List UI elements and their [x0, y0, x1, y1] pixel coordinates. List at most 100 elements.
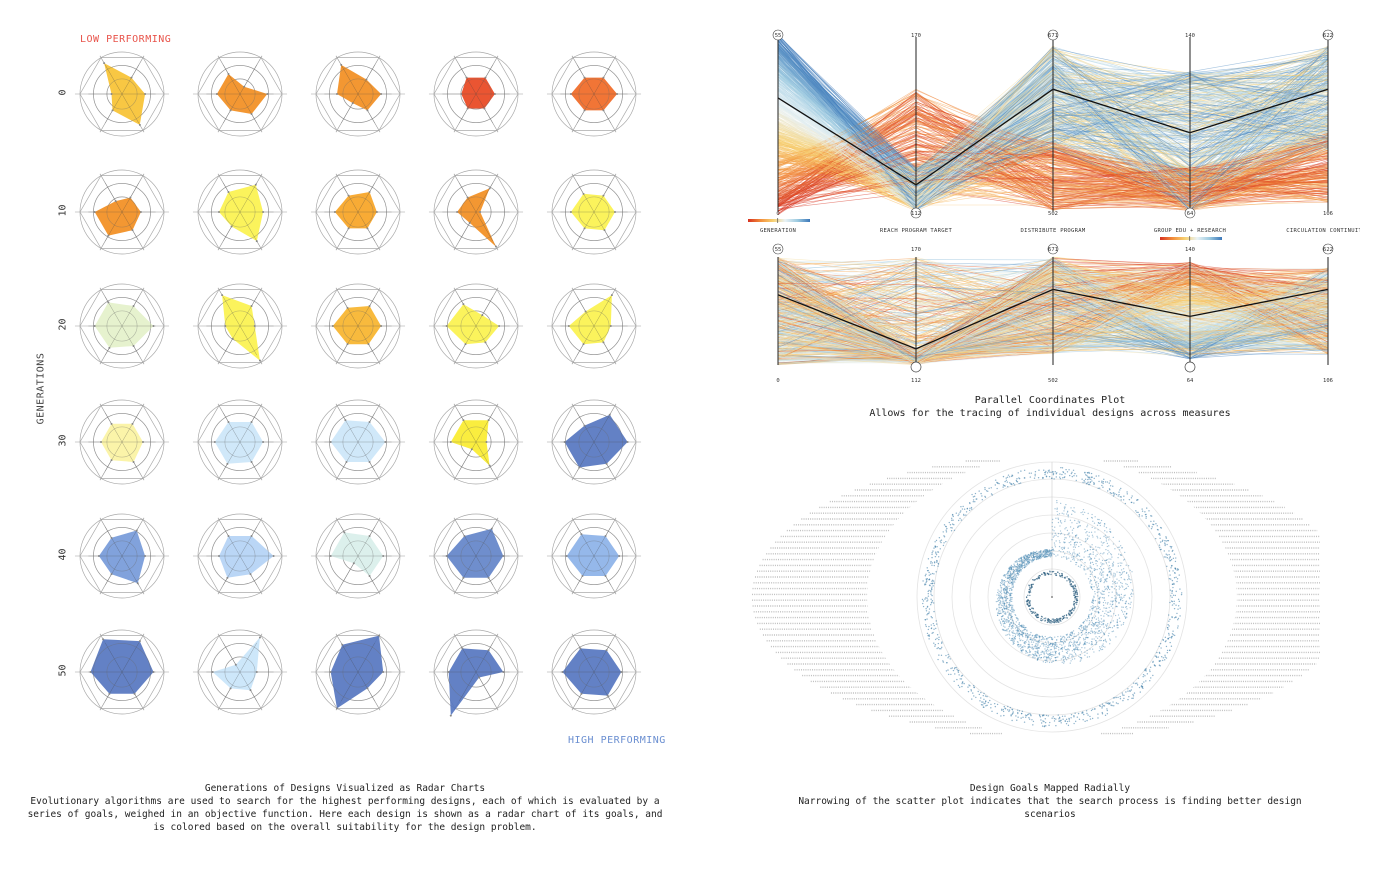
radial-point — [930, 591, 932, 593]
radial-point — [1121, 547, 1123, 549]
radial-point — [1101, 571, 1104, 573]
radial-point — [1062, 641, 1065, 644]
radial-point — [1049, 659, 1051, 661]
radial-point — [1166, 649, 1169, 652]
radial-point — [1051, 539, 1053, 541]
radial-point — [1068, 551, 1070, 553]
radial-point — [1109, 485, 1112, 487]
radial-point — [1123, 621, 1125, 624]
radial-point — [1029, 558, 1031, 560]
radial-point — [933, 624, 935, 627]
radar-axis-overlay — [104, 526, 140, 586]
radial-point — [1002, 621, 1004, 623]
radial-point — [930, 616, 932, 618]
radial-point — [1057, 518, 1060, 520]
radar-ring-overlay — [224, 78, 256, 110]
radar-vertex — [336, 93, 338, 95]
radial-point — [1163, 556, 1165, 558]
radial-point — [1145, 680, 1147, 682]
radial-point — [1091, 621, 1094, 624]
radar-ring-overlay — [447, 183, 505, 241]
radial-point — [1014, 633, 1017, 635]
radial-point — [1076, 541, 1078, 544]
radar-vertex — [93, 325, 96, 327]
radial-point — [1119, 620, 1121, 623]
radial-point — [1095, 475, 1097, 477]
radial-point — [1012, 639, 1014, 641]
radar-design-polygon — [219, 536, 274, 578]
radial-point — [1012, 641, 1014, 643]
radial-point — [1016, 628, 1019, 630]
radar-vertex — [144, 555, 147, 557]
radial-point — [1050, 471, 1052, 474]
pcp-tick-label: 0 — [776, 378, 779, 384]
radial-point — [999, 602, 1001, 604]
radar-vertex — [250, 420, 253, 423]
radar-vertex — [133, 692, 136, 695]
radial-point — [1105, 538, 1108, 540]
radial-point — [1010, 616, 1013, 619]
radial-point — [1079, 625, 1081, 628]
radial-point — [1159, 546, 1161, 549]
radial-point — [1094, 628, 1097, 630]
radial-point — [1017, 627, 1019, 629]
radial-point — [1054, 659, 1057, 662]
radial-point — [1048, 658, 1050, 660]
radial-point — [971, 493, 973, 496]
radial-point — [1058, 718, 1060, 720]
radial-point — [1010, 604, 1012, 607]
radial-point — [968, 502, 971, 504]
radial-point — [1176, 569, 1178, 571]
radial-point — [1037, 653, 1039, 655]
radial-point — [1115, 696, 1117, 699]
radial-point — [1050, 645, 1052, 648]
radial-point — [1054, 644, 1057, 646]
radial-point — [1072, 638, 1074, 640]
radial-point — [1064, 476, 1066, 478]
radial-point — [1035, 643, 1037, 645]
radar-axis-overlay — [222, 64, 258, 124]
radial-point — [1053, 478, 1055, 480]
radial-point — [1045, 714, 1048, 717]
radial-point — [1125, 587, 1128, 589]
radial-point — [1037, 650, 1039, 652]
radial-point — [1115, 606, 1117, 608]
radial-point — [1002, 484, 1005, 486]
radial-point — [1042, 661, 1044, 663]
radial-point — [1002, 599, 1004, 601]
radial-point — [1022, 559, 1025, 561]
radial-point — [1092, 551, 1094, 553]
radial-point — [1175, 604, 1177, 606]
radial-point — [1003, 714, 1005, 717]
radial-point — [947, 673, 950, 676]
radial-point — [1052, 518, 1054, 521]
radial-point — [1083, 567, 1085, 570]
radial-point — [1060, 532, 1063, 534]
radar-chart — [428, 169, 524, 255]
radial-point — [1038, 641, 1040, 643]
radial-point — [1096, 565, 1098, 567]
radar-vertex — [582, 192, 585, 195]
radial-point — [1072, 469, 1075, 472]
radial-point — [1120, 487, 1122, 490]
radar-vertex — [138, 640, 141, 643]
radial-point — [1104, 602, 1107, 604]
radial-point — [1076, 647, 1078, 650]
radial-point — [1171, 579, 1174, 582]
radial-point — [1011, 640, 1014, 642]
radar-ring-overlay — [93, 297, 151, 355]
radial-point — [1149, 680, 1151, 682]
radial-point — [1093, 522, 1096, 524]
radial-point — [1122, 586, 1124, 588]
radial-point — [1071, 475, 1074, 478]
radial-point — [1172, 634, 1175, 636]
radial-point — [1058, 720, 1061, 722]
radial-point — [1130, 592, 1133, 594]
radar-vertex — [234, 663, 237, 666]
radial-point — [1068, 533, 1070, 535]
radar-ring-overlay — [329, 527, 387, 585]
radial-point — [1117, 557, 1119, 559]
radial-point — [1143, 681, 1145, 683]
radial-point — [1095, 560, 1097, 562]
radial-point — [1041, 635, 1043, 638]
